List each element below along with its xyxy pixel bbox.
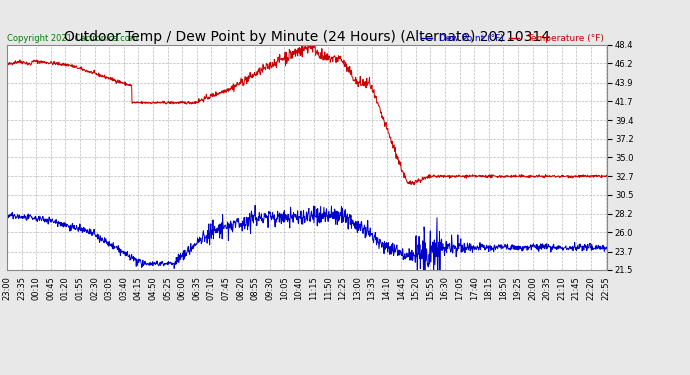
Text: Copyright 2021 Cartronics.com: Copyright 2021 Cartronics.com [7, 34, 138, 43]
Legend: Dew Point (°F), Temperature (°F): Dew Point (°F), Temperature (°F) [417, 30, 607, 46]
Title: Outdoor Temp / Dew Point by Minute (24 Hours) (Alternate) 20210314: Outdoor Temp / Dew Point by Minute (24 H… [64, 30, 550, 44]
